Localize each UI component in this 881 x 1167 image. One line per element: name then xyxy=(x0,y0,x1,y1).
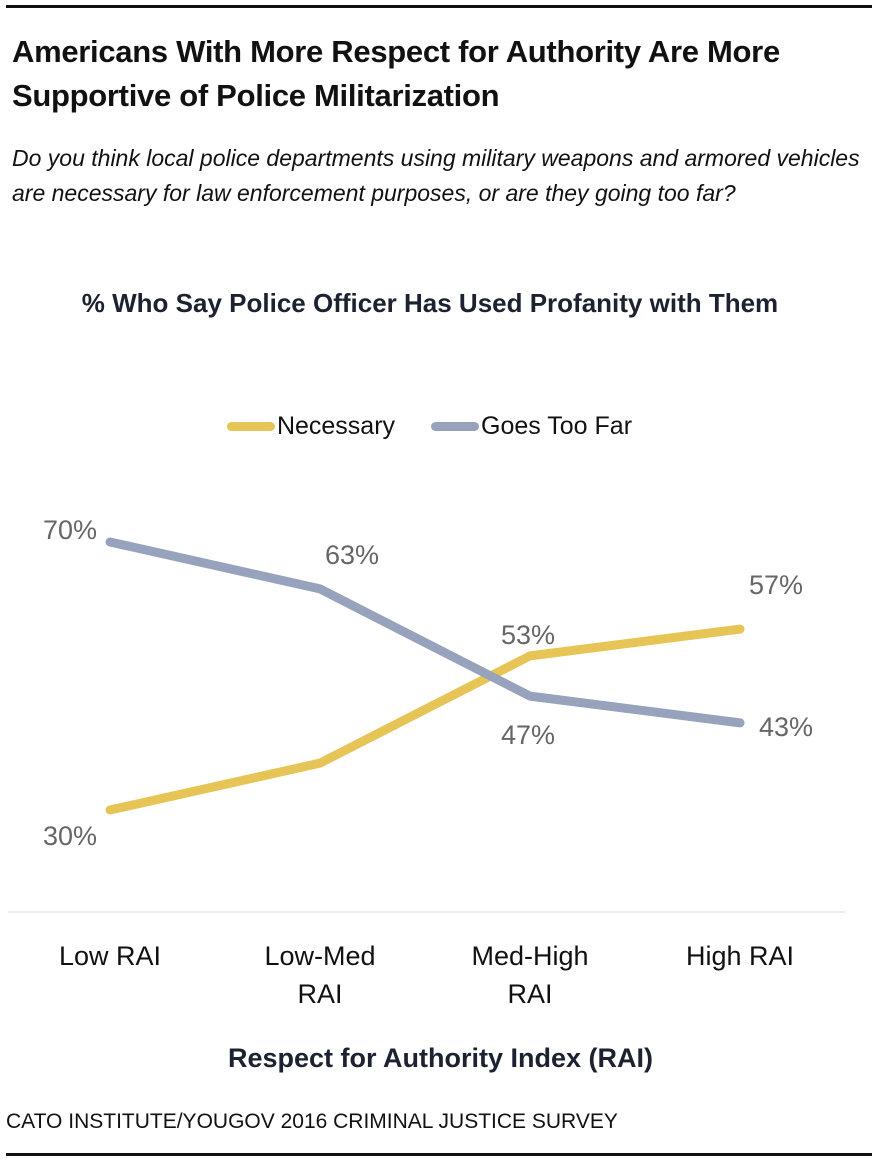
data-label: 63% xyxy=(325,540,379,570)
legend: Necessary Goes Too Far xyxy=(0,412,881,441)
x-tick-label: Med-High RAI xyxy=(430,937,630,1013)
x-tick-label-line: Low-Med xyxy=(264,941,376,971)
data-label: 53% xyxy=(501,620,555,650)
x-tick-label-line: Med-High xyxy=(471,941,589,971)
x-tick-label-line: High RAI xyxy=(685,941,795,971)
data-label: 30% xyxy=(43,821,97,851)
legend-label-necessary: Necessary xyxy=(276,412,396,440)
survey-question: Do you think local police departments us… xyxy=(12,145,860,206)
x-tick-label: Low RAI xyxy=(10,937,210,975)
data-label: 57% xyxy=(749,570,803,600)
data-label: 47% xyxy=(501,720,555,750)
x-axis-title: Respect for Authority Index (RAI) xyxy=(227,1043,654,1073)
x-tick-label-line: RAI xyxy=(297,979,343,1009)
legend-item-goes-too-far: Goes Too Far xyxy=(431,412,632,441)
series-line-goes-too-far xyxy=(105,537,745,728)
top-rule xyxy=(6,5,872,8)
x-tick-label: Low-Med RAI xyxy=(220,937,420,1013)
chart-title: % Who Say Police Officer Has Used Profan… xyxy=(81,288,779,318)
data-label: 43% xyxy=(759,712,813,742)
legend-item-necessary: Necessary xyxy=(226,412,396,441)
x-tick-label: High RAI xyxy=(640,937,840,975)
x-tick-label-line: Low RAI xyxy=(58,941,162,971)
legend-swatch-necessary xyxy=(226,422,275,431)
series-line-necessary xyxy=(105,624,745,815)
source-note: CATO INSTITUTE/YOUGOV 2016 CRIMINAL JUST… xyxy=(6,1110,618,1133)
page-title: Americans With More Respect for Authorit… xyxy=(12,34,780,113)
bottom-rule xyxy=(6,1153,872,1156)
legend-label-goes-too-far: Goes Too Far xyxy=(481,412,633,440)
x-tick-label-line: RAI xyxy=(507,979,553,1009)
data-label: 70% xyxy=(43,515,97,545)
legend-swatch-goes-too-far xyxy=(431,422,480,431)
